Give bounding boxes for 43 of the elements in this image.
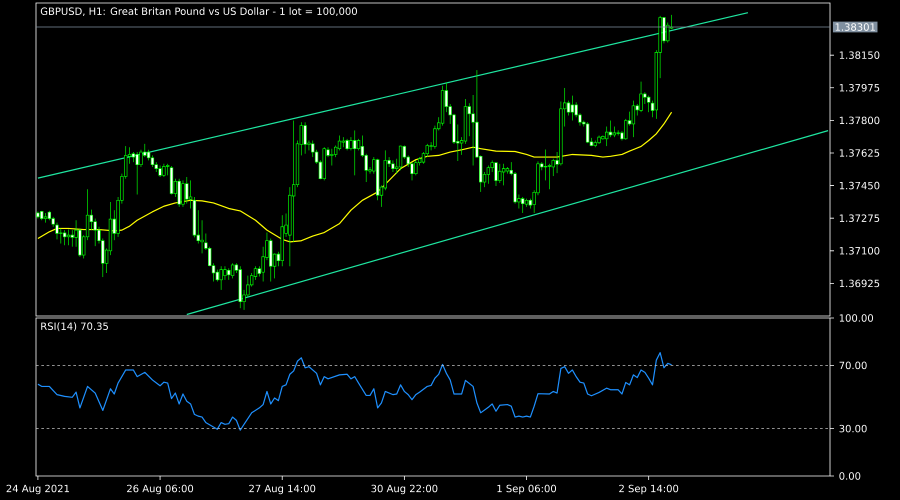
candlestick: [513, 172, 517, 204]
candlestick: [398, 146, 402, 171]
candlestick: [464, 98, 468, 144]
candlestick: [353, 130, 356, 176]
ref-line-label: 1.38301: [836, 23, 875, 31]
y-tick-label: 1.37800: [840, 116, 880, 124]
x-tick-label: 24 Aug 2021: [6, 484, 69, 494]
y-tick-label: 30.00: [839, 424, 867, 432]
y-tick-label: 1.37975: [840, 84, 880, 92]
y-tick-label: 70.00: [840, 362, 867, 370]
y-tick-label: 1.37450: [840, 182, 880, 190]
candlestick: [44, 212, 48, 223]
candlestick: [181, 180, 185, 208]
candlestick: [139, 149, 143, 168]
y-tick-label: 100.00: [840, 314, 874, 322]
x-tick-label: 2 Sep 14:00: [619, 484, 678, 494]
x-tick-label: 1 Sep 06:00: [497, 484, 556, 494]
candlestick: [223, 266, 227, 280]
candlestick: [647, 95, 650, 113]
line-series: [37, 112, 672, 242]
chart-title: RSI(14) 70.35: [41, 322, 108, 332]
candlestick: [188, 180, 192, 209]
y-tick-label: 1.37100: [840, 247, 880, 255]
chart-title: GBPUSD, H1: Great Britan Pound vs US Dollar - 1 lot = 100,000: [40, 7, 357, 16]
candlestick: [55, 222, 59, 240]
candlestick: [170, 166, 174, 195]
candlestick: [192, 196, 196, 238]
candlestick: [440, 85, 444, 126]
candlestick: [506, 166, 510, 174]
y-tick-label: 0.00: [839, 472, 860, 480]
candlestick: [632, 100, 636, 138]
candlestick: [639, 81, 643, 113]
y-tick-label: 1.37625: [840, 149, 880, 157]
candlestick: [494, 162, 498, 186]
candlestick: [338, 135, 342, 151]
x-tick-label: 27 Aug 14:00: [249, 484, 316, 494]
candlestick: [292, 120, 296, 242]
x-tick-label: 30 Aug 22:00: [371, 484, 438, 494]
y-tick-label: 1.36925: [840, 280, 880, 288]
x-tick-label: 26 Aug 06:00: [127, 484, 194, 494]
y-tick-label: 1.38150: [840, 51, 880, 59]
candlestick: [349, 136, 353, 151]
y-tick-label: 1.37275: [840, 214, 880, 222]
